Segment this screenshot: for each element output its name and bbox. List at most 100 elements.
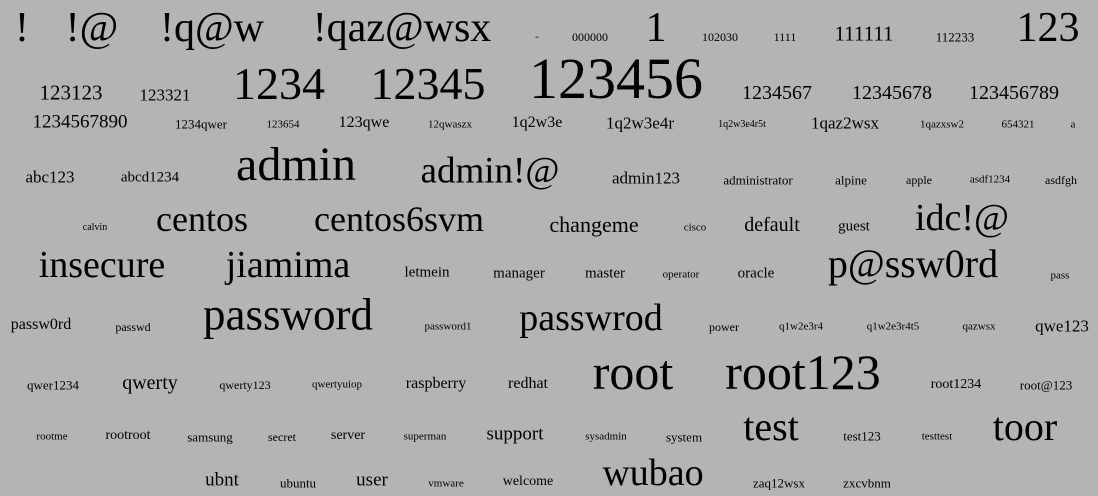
word: power	[709, 320, 739, 334]
word: q1w2e3r4	[779, 320, 823, 333]
word: a	[1070, 118, 1076, 131]
word: wubao	[602, 452, 704, 494]
word: vmware	[428, 477, 464, 490]
word: centos	[156, 199, 248, 239]
word: admin!@	[420, 150, 560, 192]
word: passw0rd	[10, 316, 72, 333]
word: zaq12wsx	[753, 475, 805, 491]
word: 123456	[529, 46, 703, 111]
word: centos6svm	[314, 199, 484, 239]
word: secret	[268, 430, 296, 444]
word: oracle	[737, 265, 775, 282]
word: root@123	[1019, 377, 1073, 393]
word: passwrod	[519, 297, 663, 339]
word: user	[356, 469, 388, 491]
word: admin	[236, 138, 356, 191]
word: alpine	[835, 172, 867, 188]
word: samsung	[187, 429, 233, 445]
word: toor	[992, 404, 1058, 449]
word: pass	[1050, 269, 1070, 282]
word: 000000	[572, 30, 608, 44]
word: abcd1234	[120, 169, 180, 186]
word: sysadmin	[585, 430, 627, 443]
word: apple	[906, 173, 932, 187]
word: 112233	[935, 29, 975, 45]
word: 123	[1016, 5, 1080, 51]
word: test	[743, 404, 799, 449]
word: server	[330, 428, 366, 443]
word: password	[203, 289, 373, 340]
word: rootme	[36, 430, 68, 443]
word: asdfgh	[1045, 173, 1077, 187]
word: admin123	[612, 168, 680, 188]
word: qwe123	[1035, 316, 1089, 336]
word: qazwsx	[962, 320, 996, 333]
word: qwerty123	[219, 378, 271, 392]
word: ubuntu	[279, 475, 317, 491]
word: !	[15, 5, 29, 51]
word: 1234	[233, 58, 325, 109]
word: zxcvbnm	[843, 475, 891, 491]
word: operator	[662, 268, 700, 281]
word: password1	[424, 320, 472, 333]
word: idc!@	[914, 197, 1010, 239]
word: 123123	[39, 80, 103, 105]
word: 1qazxsw2	[920, 118, 964, 131]
word: !@	[65, 5, 119, 51]
word: qwer1234	[27, 377, 79, 393]
word: 123321	[139, 85, 191, 105]
word: administrator	[723, 172, 793, 188]
word: abc123	[25, 167, 75, 187]
word: !qaz@wsx	[312, 5, 492, 51]
word: 12qwaszx	[428, 118, 472, 131]
word: q1w2e3r4t5	[866, 320, 920, 333]
word: jiamima	[225, 244, 351, 286]
word: insecure	[38, 244, 166, 286]
word: 1234567	[742, 82, 812, 104]
word: redhat	[508, 375, 548, 392]
word: 654321	[1001, 118, 1035, 131]
word: master	[585, 265, 625, 282]
word: 1q2w3e4r5t	[718, 119, 766, 130]
word: 123qwe	[338, 114, 390, 131]
word: calvin	[82, 222, 108, 233]
word: rootroot	[105, 428, 151, 443]
word: superman	[403, 430, 447, 443]
word: p@ssw0rd	[827, 241, 999, 286]
word: 1111	[773, 30, 797, 44]
word: guest	[838, 218, 870, 235]
word: 12345678	[852, 82, 932, 104]
word: support	[486, 423, 544, 445]
word: qwerty	[122, 372, 178, 394]
word: 1qaz2wsx	[811, 113, 879, 133]
word: test123	[843, 428, 881, 444]
word: 1234567890	[32, 111, 128, 133]
word: 12345	[370, 58, 486, 109]
word: manager	[493, 265, 545, 282]
word: 1q2w3e	[511, 114, 563, 131]
word: root1234	[930, 377, 982, 392]
word: -	[535, 30, 539, 43]
word: default	[744, 214, 800, 236]
word: root123	[725, 344, 881, 400]
word: welcome	[502, 474, 554, 489]
word: changeme	[549, 212, 639, 237]
word: !q@w	[160, 5, 264, 51]
word: raspberry	[405, 375, 467, 392]
word: 1234qwer	[175, 116, 227, 132]
word: letmein	[404, 264, 450, 281]
word: 1q2w3e4r	[606, 113, 674, 133]
word: 123456789	[969, 82, 1059, 104]
word: qwertyuiop	[311, 378, 363, 391]
word: system	[665, 429, 703, 445]
word: 1	[645, 5, 667, 51]
word: cisco	[683, 221, 707, 234]
word: testtest	[921, 430, 953, 443]
word: passwd	[115, 320, 151, 334]
word: root	[592, 344, 674, 400]
word: 123654	[266, 118, 300, 131]
word: 111111	[834, 21, 894, 46]
word: asdf1234	[969, 173, 1011, 186]
word: ubnt	[205, 469, 239, 491]
